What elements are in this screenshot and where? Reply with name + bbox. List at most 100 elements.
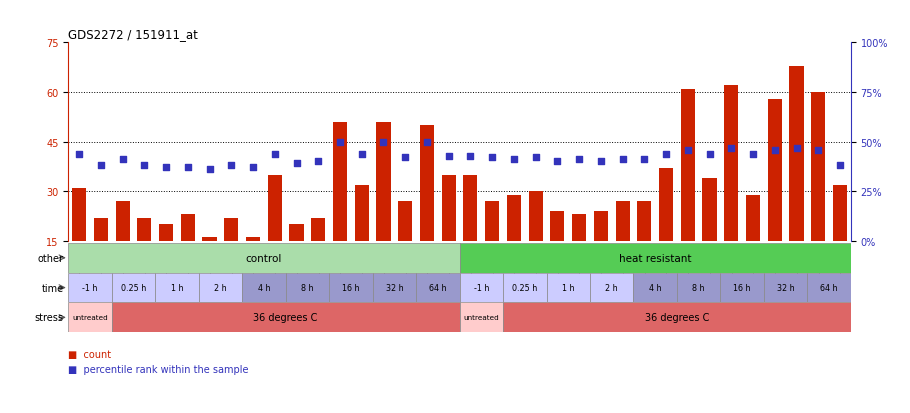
Bar: [833, 185, 847, 291]
Bar: [333, 123, 347, 291]
Text: 36 degrees C: 36 degrees C: [645, 313, 709, 323]
Point: [550, 159, 564, 165]
Point: [224, 163, 238, 169]
Bar: [763, 273, 807, 303]
Bar: [811, 93, 825, 291]
Bar: [116, 202, 129, 291]
Bar: [286, 273, 329, 303]
Text: untreated: untreated: [72, 315, 108, 320]
Text: untreated: untreated: [463, 315, 500, 320]
Bar: [399, 202, 412, 291]
Point: [485, 155, 500, 161]
Bar: [112, 273, 156, 303]
Point: [202, 167, 217, 173]
Bar: [590, 273, 633, 303]
Bar: [156, 273, 198, 303]
Bar: [355, 185, 369, 291]
Bar: [615, 202, 630, 291]
Point: [180, 165, 195, 171]
Text: 4 h: 4 h: [649, 283, 662, 292]
Bar: [503, 273, 547, 303]
Bar: [137, 218, 151, 291]
Bar: [659, 169, 673, 291]
Bar: [372, 273, 416, 303]
Point: [72, 151, 86, 157]
Bar: [724, 86, 738, 291]
Text: -1 h: -1 h: [473, 283, 489, 292]
Text: ■  percentile rank within the sample: ■ percentile rank within the sample: [68, 365, 248, 375]
Text: control: control: [246, 253, 282, 263]
Bar: [94, 218, 108, 291]
Text: 0.25 h: 0.25 h: [512, 283, 538, 292]
Bar: [594, 211, 608, 291]
Bar: [460, 273, 503, 303]
Bar: [198, 273, 242, 303]
Point: [593, 159, 608, 165]
Bar: [551, 211, 564, 291]
Text: time: time: [42, 283, 64, 293]
Text: heat resistant: heat resistant: [619, 253, 692, 263]
Point: [268, 151, 282, 157]
Point: [745, 151, 760, 157]
Bar: [68, 273, 112, 303]
Bar: [460, 303, 503, 332]
Bar: [572, 215, 586, 291]
Bar: [746, 195, 760, 291]
Bar: [246, 238, 260, 291]
Point: [94, 163, 108, 169]
Point: [833, 163, 847, 169]
Point: [767, 147, 782, 154]
Point: [529, 155, 543, 161]
Text: 8 h: 8 h: [693, 283, 705, 292]
Point: [420, 139, 434, 146]
Bar: [242, 273, 286, 303]
Bar: [68, 243, 460, 273]
Bar: [768, 100, 782, 291]
Point: [376, 139, 390, 146]
Text: other: other: [37, 253, 64, 263]
Bar: [159, 225, 173, 291]
Bar: [329, 273, 372, 303]
Text: 16 h: 16 h: [733, 283, 751, 292]
Point: [246, 165, 260, 171]
Point: [463, 153, 478, 159]
Bar: [311, 218, 325, 291]
Point: [137, 163, 152, 169]
Text: 1 h: 1 h: [562, 283, 574, 292]
Point: [811, 147, 825, 154]
Bar: [463, 175, 478, 291]
Point: [789, 145, 804, 152]
Text: stress: stress: [35, 313, 64, 323]
Point: [398, 155, 412, 161]
Bar: [112, 303, 460, 332]
Bar: [416, 273, 460, 303]
Bar: [637, 202, 652, 291]
Bar: [203, 238, 217, 291]
Bar: [503, 303, 851, 332]
Bar: [68, 303, 112, 332]
Point: [289, 161, 304, 167]
Text: 0.25 h: 0.25 h: [121, 283, 147, 292]
Bar: [681, 90, 695, 291]
Point: [333, 139, 348, 146]
Bar: [377, 123, 390, 291]
Bar: [507, 195, 521, 291]
Bar: [420, 126, 434, 291]
Text: 36 degrees C: 36 degrees C: [254, 313, 318, 323]
Bar: [529, 192, 542, 291]
Text: 32 h: 32 h: [386, 283, 403, 292]
Text: 32 h: 32 h: [777, 283, 794, 292]
Text: 64 h: 64 h: [429, 283, 447, 292]
Text: 2 h: 2 h: [214, 283, 227, 292]
Point: [681, 147, 695, 154]
Point: [158, 165, 173, 171]
Bar: [181, 215, 195, 291]
Bar: [703, 178, 716, 291]
Point: [637, 157, 652, 164]
Bar: [633, 273, 677, 303]
Text: 4 h: 4 h: [258, 283, 270, 292]
Bar: [72, 188, 86, 291]
Text: ■  count: ■ count: [68, 349, 111, 359]
Bar: [721, 273, 763, 303]
Point: [615, 157, 630, 164]
